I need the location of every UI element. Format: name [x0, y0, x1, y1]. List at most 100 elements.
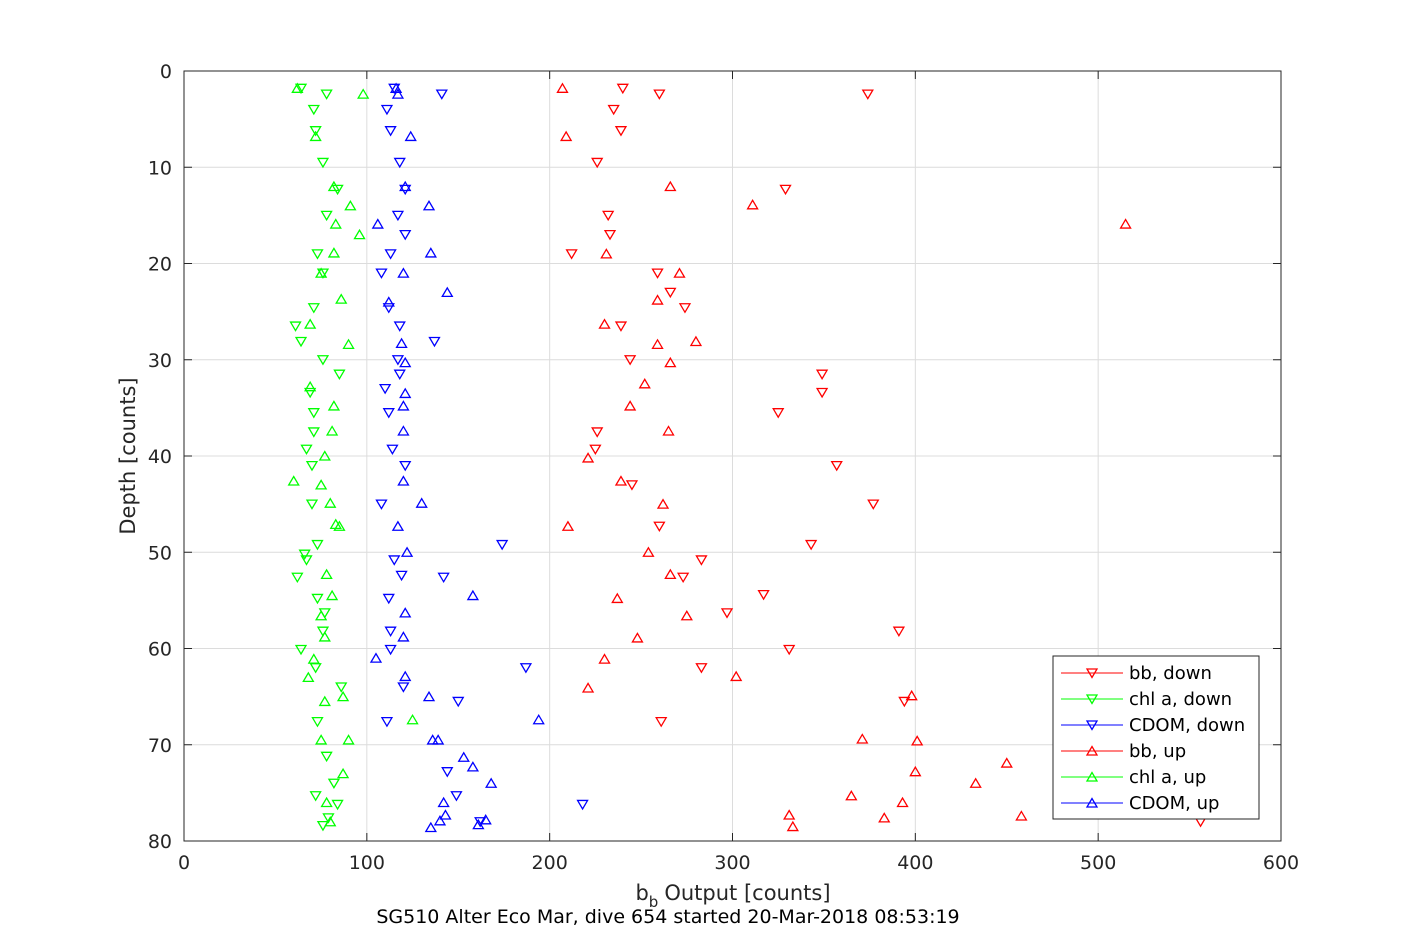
- data-point: [393, 321, 406, 332]
- data-point: [415, 497, 428, 508]
- data-point: [532, 713, 545, 725]
- y-tick-label: 0: [160, 61, 172, 83]
- data-point: [327, 778, 341, 790]
- data-point: [399, 180, 412, 192]
- data-point: [342, 734, 355, 745]
- data-point: [664, 356, 677, 368]
- data-point: [589, 444, 602, 456]
- data-point: [320, 751, 333, 763]
- data-point: [631, 632, 644, 643]
- data-point: [556, 82, 569, 93]
- data-point: [969, 777, 982, 788]
- data-point: [397, 400, 410, 411]
- data-point: [435, 89, 448, 100]
- data-point: [318, 631, 331, 642]
- axis-ticks: 0 100 200 300 400 500 600 0 10 20 30 40 50 60 70 80: [148, 61, 1299, 874]
- data-point: [815, 369, 829, 380]
- data-point: [581, 452, 595, 463]
- data-point: [382, 408, 395, 419]
- data-point: [1000, 757, 1013, 768]
- data-point: [324, 815, 337, 827]
- data-point: [861, 89, 874, 100]
- data-point: [353, 228, 366, 240]
- data-point: [452, 696, 465, 708]
- data-point: [393, 157, 406, 169]
- data-point: [878, 812, 891, 823]
- series-4: [287, 82, 419, 827]
- x-axis-label-subscript: b: [649, 893, 659, 911]
- data-point: [327, 400, 341, 411]
- data-point: [397, 682, 410, 693]
- data-point: [856, 733, 869, 744]
- data-point: [331, 799, 344, 811]
- data-point: [318, 695, 331, 707]
- y-tick-label: 20: [148, 254, 172, 276]
- data-point: [565, 249, 578, 260]
- data-point: [391, 210, 405, 222]
- data-point: [393, 369, 406, 380]
- legend-marker: [1085, 745, 1099, 756]
- data-point: [311, 249, 324, 260]
- data-point: [384, 126, 397, 137]
- data-point: [399, 356, 412, 368]
- y-tick-label: 40: [148, 446, 172, 468]
- data-point: [598, 653, 611, 664]
- data-point: [333, 369, 346, 380]
- data-point: [294, 83, 308, 95]
- data-point: [651, 294, 664, 305]
- data-point: [433, 815, 447, 826]
- data-point: [404, 130, 417, 142]
- legend-marker: [1085, 797, 1099, 808]
- data-point: [336, 767, 350, 779]
- data-point: [307, 104, 320, 116]
- y-tick-label: 60: [148, 639, 172, 661]
- data-point: [591, 427, 604, 438]
- series-3: [556, 82, 1132, 832]
- data-point: [598, 318, 611, 329]
- x-tick-label: 600: [1263, 852, 1299, 874]
- data-point: [395, 570, 408, 582]
- data-point: [845, 789, 858, 801]
- data-point: [772, 408, 785, 419]
- data-points: [287, 82, 1207, 833]
- y-axis-label: Depth [counts]: [116, 377, 140, 534]
- data-point: [302, 671, 315, 683]
- data-point: [576, 799, 589, 811]
- data-point: [397, 267, 410, 278]
- data-point: [495, 539, 509, 551]
- x-tick-label: 200: [532, 852, 568, 874]
- x-tick-label: 0: [178, 852, 190, 874]
- data-point: [655, 717, 668, 728]
- data-point: [422, 690, 436, 702]
- data-point: [316, 268, 330, 279]
- data-point: [441, 286, 454, 298]
- data-point: [804, 539, 818, 551]
- data-point: [664, 180, 677, 192]
- data-point: [291, 82, 304, 93]
- data-point: [320, 89, 333, 100]
- data-point: [815, 387, 829, 399]
- data-point: [395, 337, 408, 349]
- data-point: [614, 475, 628, 486]
- data-point: [614, 126, 628, 137]
- data-point: [651, 268, 664, 279]
- data-point: [335, 293, 348, 304]
- data-point: [607, 104, 620, 116]
- series-0: [565, 83, 1207, 828]
- data-point: [581, 682, 595, 693]
- data-point: [314, 479, 328, 490]
- data-point: [676, 572, 690, 584]
- data-point: [406, 713, 419, 725]
- data-point: [384, 626, 397, 637]
- data-point: [591, 157, 604, 169]
- data-point: [625, 480, 639, 491]
- data-point: [307, 427, 320, 438]
- data-point: [391, 355, 405, 366]
- data-point: [397, 631, 410, 642]
- data-point: [378, 383, 392, 395]
- data-point: [720, 608, 734, 619]
- data-point: [783, 809, 796, 820]
- data-point: [779, 184, 792, 196]
- legend-entry: CDOM, down: [1129, 715, 1245, 736]
